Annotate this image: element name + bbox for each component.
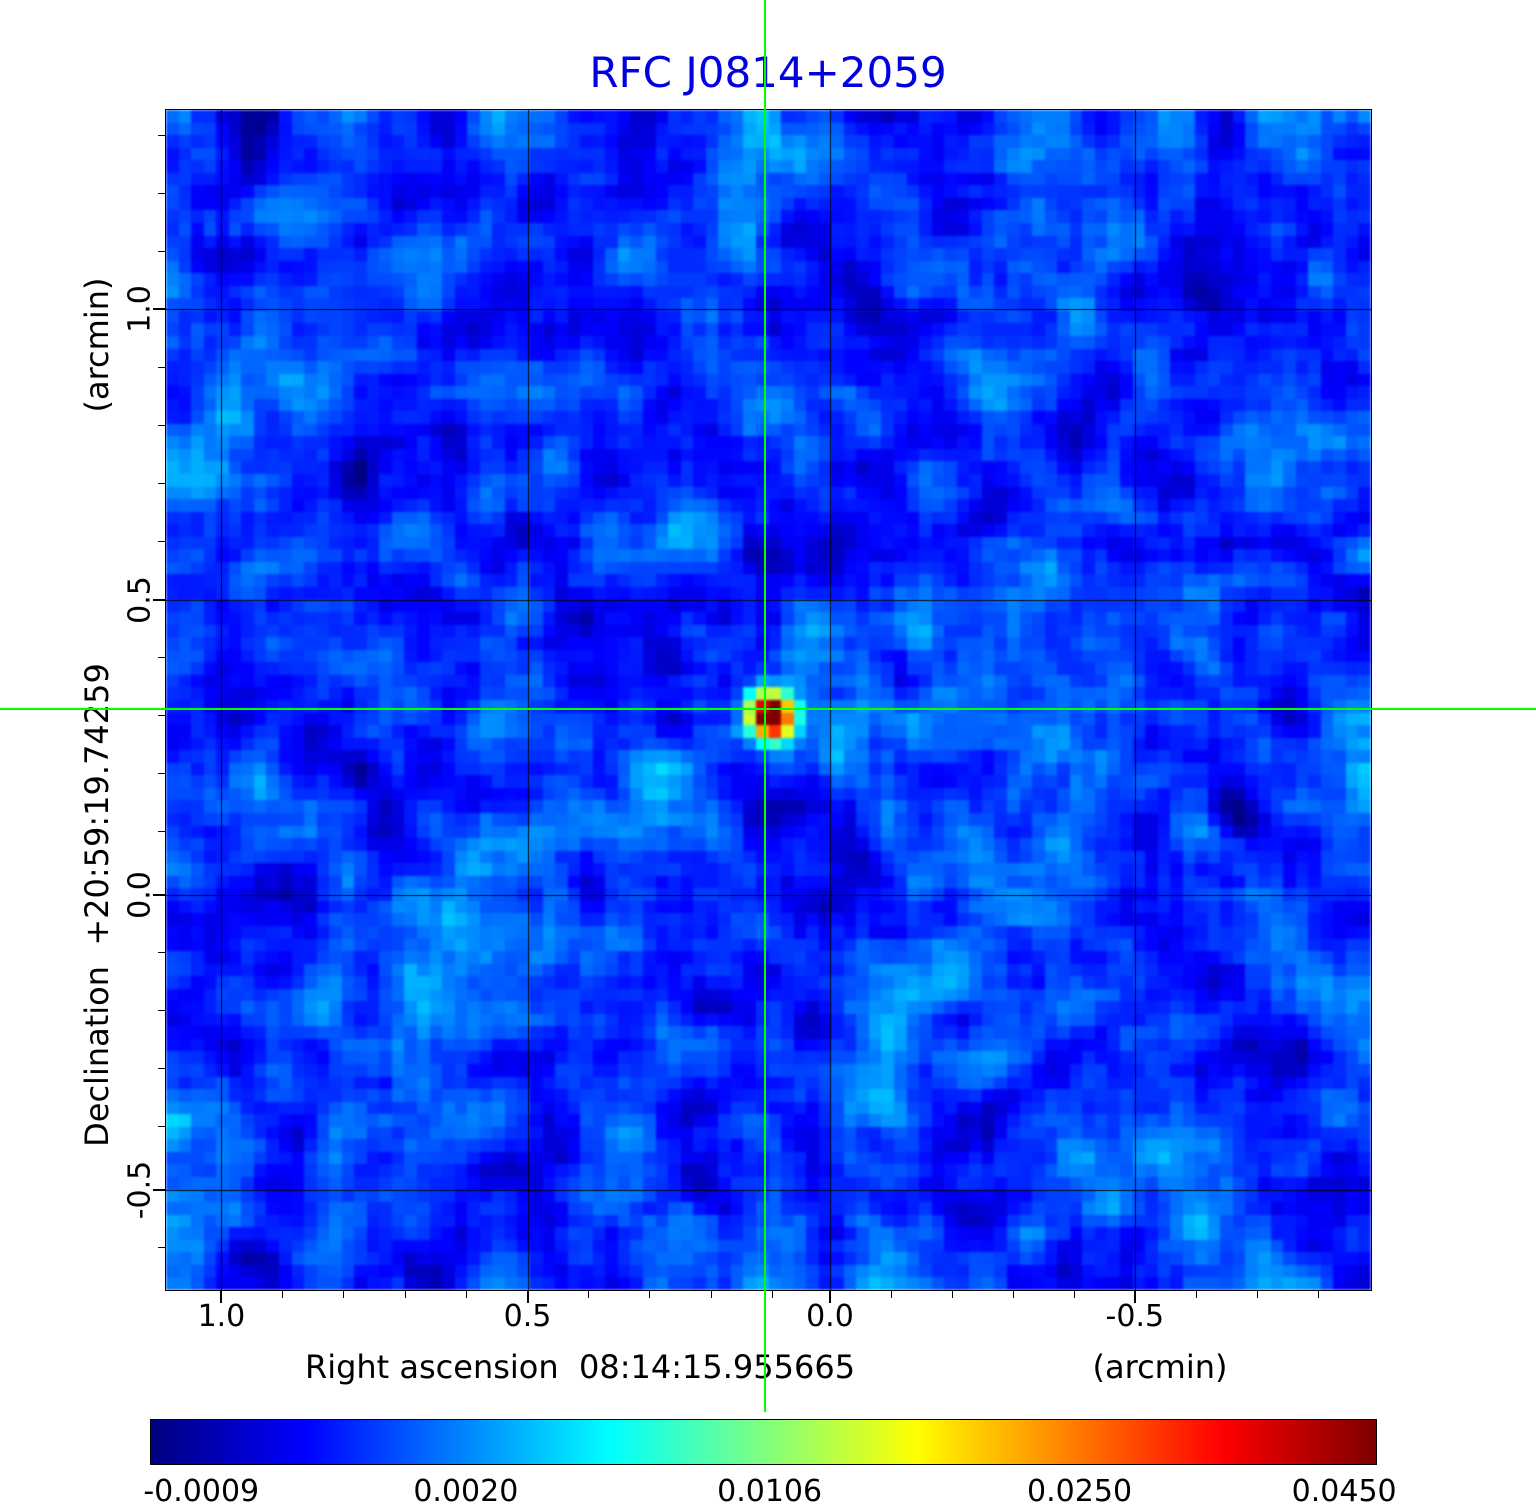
x-major-tick xyxy=(1133,1291,1136,1303)
x-minor-tick xyxy=(649,1291,651,1298)
y-minor-tick xyxy=(158,541,165,543)
x-tick-label: 1.0 xyxy=(197,1299,246,1334)
x-minor-tick xyxy=(282,1291,284,1298)
y-major-tick xyxy=(153,308,165,311)
y-minor-tick xyxy=(158,134,165,136)
y-minor-tick xyxy=(158,773,165,775)
x-minor-tick xyxy=(1256,1291,1258,1298)
x-minor-tick xyxy=(1074,1291,1076,1298)
x-minor-tick xyxy=(890,1291,892,1298)
crosshair-vertical-line xyxy=(763,0,766,1412)
y-minor-tick xyxy=(158,192,165,194)
colorbar-tick-label: 0.0106 xyxy=(717,1474,823,1509)
x-minor-tick xyxy=(1013,1291,1015,1298)
y-major-tick xyxy=(153,893,165,896)
y-minor-tick xyxy=(158,715,165,717)
radio-intensity-map xyxy=(165,109,1372,1291)
x-minor-tick xyxy=(1195,1291,1197,1298)
x-minor-tick xyxy=(710,1291,712,1298)
x-minor-tick xyxy=(771,1291,773,1298)
y-minor-tick xyxy=(158,1126,165,1128)
colorbar-tick-label: 0.0450 xyxy=(1291,1474,1397,1509)
x-axis-unit-label: (arcmin) xyxy=(1092,1348,1228,1386)
x-tick-label: 0.5 xyxy=(503,1299,552,1334)
x-minor-tick xyxy=(465,1291,467,1298)
y-minor-tick xyxy=(158,425,165,427)
x-major-tick xyxy=(220,1291,223,1303)
figure-title: RFC J0814+2059 xyxy=(589,48,947,97)
x-minor-tick xyxy=(404,1291,406,1298)
colorbar-tick-label: 0.0020 xyxy=(413,1474,519,1509)
x-major-tick xyxy=(828,1291,831,1303)
x-minor-tick xyxy=(343,1291,345,1298)
y-minor-tick xyxy=(158,250,165,252)
y-axis-label: Declination +20:59:19.74259 xyxy=(78,663,116,1147)
y-minor-tick xyxy=(158,366,165,368)
colorbar-tick-label: -0.0009 xyxy=(143,1474,260,1509)
x-minor-tick xyxy=(951,1291,953,1298)
y-minor-tick xyxy=(158,831,165,833)
x-axis-label: Right ascension 08:14:15.955665 xyxy=(304,1348,856,1386)
x-major-tick xyxy=(526,1291,529,1303)
x-tick-label: 0.0 xyxy=(806,1299,854,1334)
x-minor-tick xyxy=(588,1291,590,1298)
x-minor-tick xyxy=(1317,1291,1319,1298)
y-minor-tick xyxy=(158,1010,165,1012)
y-minor-tick xyxy=(158,1068,165,1070)
x-tick-label: -0.5 xyxy=(1105,1299,1165,1334)
y-major-tick xyxy=(153,598,165,601)
y-major-tick xyxy=(153,1188,165,1191)
y-minor-tick xyxy=(158,1247,165,1249)
y-minor-tick xyxy=(158,483,165,485)
colorbar-tick-label: 0.0250 xyxy=(1027,1474,1133,1509)
y-axis-unit-label: (arcmin) xyxy=(78,277,116,413)
colorbar xyxy=(150,1419,1377,1465)
y-minor-tick xyxy=(158,657,165,659)
crosshair-horizontal-line xyxy=(0,708,1536,711)
y-minor-tick xyxy=(158,952,165,954)
